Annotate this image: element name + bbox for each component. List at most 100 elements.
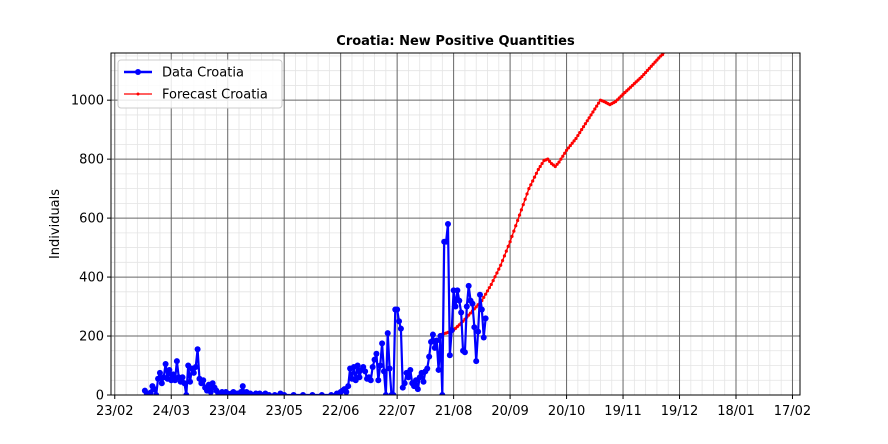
forecast-point [559, 157, 563, 161]
x-tick-label: 19/11 [604, 404, 641, 419]
x-tick-label: 22/06 [322, 404, 359, 419]
data-point [371, 356, 378, 363]
forecast-point [510, 234, 514, 238]
data-point [309, 392, 316, 395]
data-point [456, 297, 463, 304]
forecast-point [653, 60, 657, 64]
forecast-point [563, 151, 567, 155]
y-tick-label: 1000 [71, 94, 104, 109]
x-tick-label: 20/09 [491, 404, 528, 419]
data-point [170, 371, 177, 378]
forecast-point [514, 224, 518, 228]
forecast-point [593, 107, 597, 111]
legend-box [117, 59, 283, 109]
forecast-point [495, 271, 499, 275]
data-point [354, 362, 361, 369]
legend-marker-forecast [136, 92, 140, 96]
data-point [480, 334, 487, 341]
data-point [153, 392, 160, 395]
forecast-point [548, 159, 552, 163]
forecast-point [546, 157, 550, 161]
forecast-point [499, 263, 503, 267]
x-tick-label: 20/10 [548, 404, 585, 419]
forecast-point [580, 128, 584, 132]
data-point [158, 380, 165, 387]
x-tick-label: 23/04 [209, 404, 246, 419]
forecast-point [568, 143, 572, 148]
forecast-point [519, 208, 523, 212]
data-point [290, 392, 297, 395]
data-point [386, 365, 393, 372]
data-point [194, 346, 201, 353]
x-tick-label: 18/01 [717, 404, 754, 419]
forecast-point [516, 218, 520, 223]
forecast-point [585, 119, 589, 123]
data-point [452, 303, 459, 310]
x-tick-label: 22/07 [378, 404, 415, 419]
data-point [318, 392, 325, 395]
data-point [181, 380, 188, 387]
forecast-point [529, 183, 533, 187]
forecast-point [474, 305, 478, 309]
data-point [375, 377, 382, 384]
forecast-point [482, 295, 486, 300]
plot-frame [110, 52, 801, 396]
y-axis-label: Individuals [48, 189, 63, 259]
forecast-point [578, 131, 582, 135]
data-point [300, 392, 307, 395]
forecast-point [504, 249, 508, 253]
data-point [439, 392, 446, 395]
data-point [200, 377, 207, 384]
data-point [377, 362, 384, 369]
data-point [401, 380, 408, 387]
data-point [420, 378, 427, 385]
forecast-point [523, 197, 527, 201]
forecast-point [517, 213, 522, 217]
legend-marker-data [135, 69, 141, 75]
data-point [394, 306, 401, 313]
forecast-point [534, 171, 539, 175]
forecast-point [564, 148, 569, 152]
data-series [141, 221, 489, 395]
x-tick-label: 24/03 [153, 404, 190, 419]
data-point [373, 350, 380, 357]
y-tick-label: 200 [79, 330, 104, 345]
forecast-point [512, 229, 516, 233]
forecast-point [506, 244, 510, 249]
forecast-point [557, 160, 561, 164]
forecast-point [570, 141, 574, 145]
data-point [151, 386, 158, 393]
data-point [390, 392, 397, 395]
legend-label-data: Data Croatia [162, 66, 244, 81]
data-point [343, 389, 350, 395]
forecast-point [536, 167, 540, 172]
forecast-point [640, 74, 644, 79]
data-point [396, 318, 403, 325]
x-tick-label: 19/12 [661, 404, 698, 419]
data-point [414, 386, 421, 393]
forecast-point [484, 292, 488, 296]
legend-label-forecast: Forecast Croatia [162, 88, 268, 103]
forecast-point [497, 267, 501, 271]
forecast-point [467, 313, 471, 317]
data-point [166, 366, 173, 373]
data-point [475, 328, 482, 335]
forecast-point [583, 122, 587, 126]
forecast-point [561, 154, 565, 158]
forecast-point [525, 192, 529, 196]
forecast-point [581, 125, 586, 129]
data-point [367, 377, 374, 384]
data-point [155, 375, 162, 382]
forecast-point [647, 66, 651, 70]
forecast-point [645, 68, 650, 72]
forecast-point [589, 113, 593, 117]
forecast-point [531, 179, 535, 183]
y-tick-label: 400 [79, 271, 104, 286]
forecast-point [660, 52, 665, 57]
forecast-point [489, 282, 493, 287]
data-point [356, 374, 363, 381]
forecast-point [649, 64, 653, 68]
data-point [471, 324, 478, 331]
forecast-point [651, 62, 655, 66]
data-point [382, 392, 389, 395]
